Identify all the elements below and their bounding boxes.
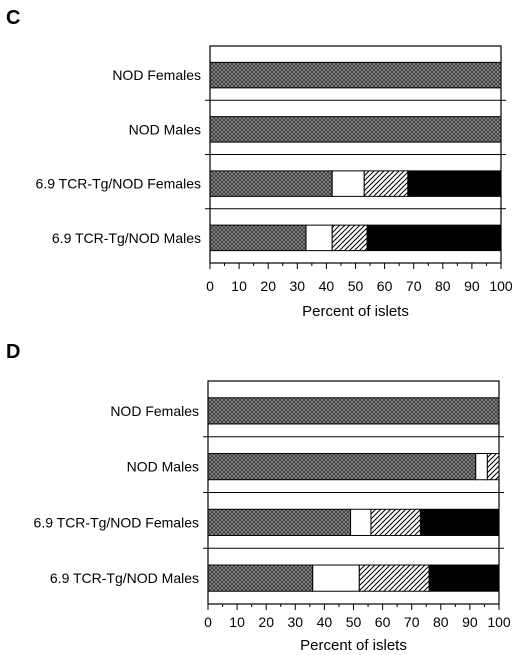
x-tick-label: 60 [375, 614, 391, 630]
x-tick-label: 10 [231, 278, 247, 294]
x-tick-label: 30 [290, 278, 306, 294]
bar-segment [475, 453, 488, 481]
x-tick-label: 80 [435, 278, 451, 294]
bar-segment [419, 508, 500, 536]
category-label: 6.9 TCR-Tg/NOD Females [36, 176, 201, 192]
x-tick-label: 50 [346, 614, 362, 630]
x-tick-label: 100 [487, 614, 511, 630]
category-label: 6.9 TCR-Tg/NOD Males [52, 230, 201, 246]
bar-segment [209, 116, 502, 143]
x-tick-label: 80 [433, 614, 449, 630]
bar-segment [331, 224, 368, 252]
x-tick-label: 40 [319, 278, 335, 294]
bar-segment [207, 453, 477, 481]
bar-segment [209, 170, 333, 197]
category-label: NOD Females [110, 403, 199, 419]
bar-segment [207, 508, 352, 536]
category-label: 6.9 TCR-Tg/NOD Females [34, 514, 199, 530]
x-tick-label: 50 [348, 278, 364, 294]
bar-segment [407, 170, 502, 197]
category-label: NOD Males [129, 121, 201, 137]
x-tick-label: 90 [462, 614, 478, 630]
x-axis-title: Percent of islets [302, 303, 409, 320]
x-tick-label: 70 [404, 614, 420, 630]
bar-segment [358, 564, 430, 592]
bar-segment [209, 61, 502, 89]
bar-segment [486, 453, 500, 481]
x-tick-label: 90 [464, 278, 480, 294]
bar-segment [207, 564, 314, 592]
bar-segment [209, 224, 307, 252]
bar-segment [366, 224, 502, 252]
x-tick-label: 20 [260, 278, 276, 294]
x-tick-label: 0 [206, 278, 214, 294]
panel-c: C NOD Females NOD Males 6.9 TCR-Tg/NOD Fema… [6, 7, 513, 320]
x-tick-label: 0 [204, 614, 212, 630]
bar-segment [305, 224, 333, 252]
x-tick-label: 10 [229, 614, 245, 630]
bar-segment [312, 564, 360, 592]
panel-letter: D [6, 341, 20, 363]
category-label: NOD Females [112, 67, 201, 83]
x-tick-label: 20 [258, 614, 274, 630]
x-tick-label: 30 [288, 614, 304, 630]
x-tick-label: 60 [377, 278, 393, 294]
bar-segment [207, 397, 500, 425]
bar-segment [370, 508, 421, 536]
bar-segment [428, 564, 500, 592]
x-tick-label: 100 [489, 278, 513, 294]
x-tick-label: 40 [317, 614, 333, 630]
bar-segment [350, 508, 372, 536]
panel-letter: C [6, 7, 20, 29]
category-label: NOD Males [127, 459, 199, 475]
bar-segment [363, 170, 409, 197]
bar-segment [331, 170, 365, 197]
panels-layer: C NOD Females NOD Males 6.9 TCR-Tg/NOD Fema… [6, 7, 513, 654]
category-label: 6.9 TCR-Tg/NOD Males [50, 570, 199, 586]
x-axis-title: Percent of islets [300, 637, 407, 654]
panel-d: D NOD Females NOD Males 6.9 TCR-Tg/NOD Fema… [6, 341, 511, 654]
x-tick-label: 70 [406, 278, 422, 294]
